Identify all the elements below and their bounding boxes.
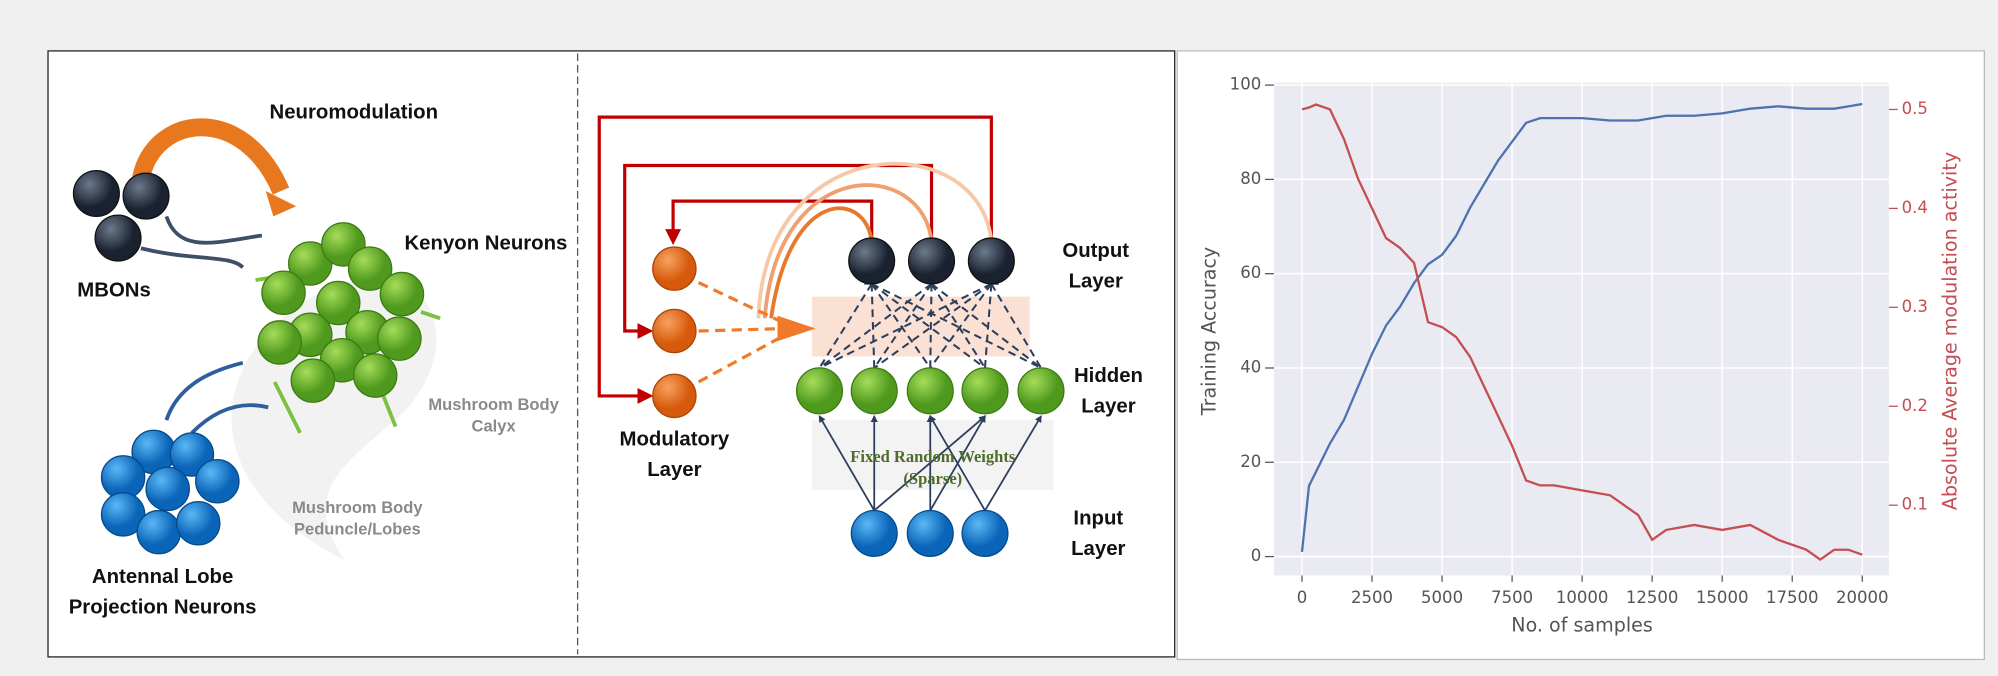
x-tick-label: 7500	[1491, 588, 1533, 607]
neuron	[196, 460, 239, 503]
neuron	[1018, 368, 1064, 414]
label: Output	[1062, 240, 1129, 262]
neuron	[851, 511, 897, 557]
neuron	[653, 374, 696, 417]
neuron	[123, 173, 169, 219]
x-tick-label: 17500	[1766, 588, 1819, 607]
neuron	[146, 467, 189, 510]
neuron	[258, 321, 301, 364]
neuron	[797, 368, 843, 414]
y2-axis-label: Absolute Average modulation activity	[1938, 152, 1961, 510]
x-tick-label: 20000	[1836, 588, 1889, 607]
label: Kenyon Neurons	[404, 233, 567, 255]
neuron	[137, 511, 180, 554]
y-tick-label: 60	[1240, 263, 1261, 282]
neuron	[177, 502, 220, 545]
x-tick-label: 2500	[1351, 588, 1393, 607]
y2-tick-label: 0.2	[1902, 396, 1928, 415]
x-axis-label: No. of samples	[1511, 613, 1653, 636]
figure: Neuromodulation Kenyon Neurons MBONs Mus…	[0, 0, 1998, 676]
y2-tick-label: 0.1	[1902, 495, 1928, 514]
neuron	[653, 247, 696, 290]
neuron	[291, 359, 334, 402]
neuron	[73, 171, 119, 217]
y-axis-label: Training Accuracy	[1197, 247, 1220, 416]
label: Layer	[647, 459, 701, 481]
label: MBONs	[77, 280, 151, 302]
neuron	[262, 271, 305, 314]
page: {"diagram": { "neuromodulation": "Neurom…	[0, 0, 1998, 676]
x-tick-label: 0	[1297, 588, 1308, 607]
y2-tick-label: 0.3	[1902, 297, 1928, 316]
neuron	[95, 215, 141, 261]
label: Neuromodulation	[270, 101, 439, 123]
x-tick-label: 10000	[1556, 588, 1609, 607]
neuron	[907, 368, 953, 414]
label: Antennal Lobe	[92, 566, 233, 588]
label: Layer	[1069, 271, 1123, 293]
y-tick-label: 100	[1230, 75, 1262, 94]
neuron	[968, 238, 1014, 284]
y-tick-label: 40	[1240, 357, 1261, 376]
neuron	[851, 368, 897, 414]
label: Layer	[1081, 395, 1135, 417]
label: Projection Neurons	[69, 597, 257, 619]
neuron	[849, 238, 895, 284]
label: Modulatory	[620, 429, 730, 451]
y-tick-label: 0	[1251, 546, 1262, 565]
neuron	[909, 238, 955, 284]
label: Calyx	[472, 417, 517, 436]
label: (Sparse)	[903, 469, 962, 488]
neuron	[380, 272, 423, 315]
neuron	[378, 317, 421, 360]
label: Mushroom Body	[292, 498, 423, 517]
y2-tick-label: 0.4	[1902, 198, 1928, 217]
x-tick-label: 12500	[1626, 588, 1679, 607]
label: Hidden	[1074, 365, 1143, 387]
label: Peduncle/Lobes	[294, 520, 421, 539]
y-tick-label: 20	[1240, 452, 1261, 471]
neuron	[962, 368, 1008, 414]
label: Mushroom Body	[428, 395, 559, 414]
x-tick-label: 15000	[1696, 588, 1749, 607]
x-tick-label: 5000	[1421, 588, 1463, 607]
y2-tick-label: 0.5	[1902, 99, 1928, 118]
neuron	[653, 309, 696, 352]
y-tick-label: 80	[1240, 169, 1261, 188]
label: Fixed Random Weights	[850, 447, 1016, 466]
neuron	[907, 511, 953, 557]
label: Input	[1073, 508, 1123, 530]
neuron	[354, 354, 397, 397]
label: Layer	[1071, 538, 1125, 560]
neuron	[962, 511, 1008, 557]
